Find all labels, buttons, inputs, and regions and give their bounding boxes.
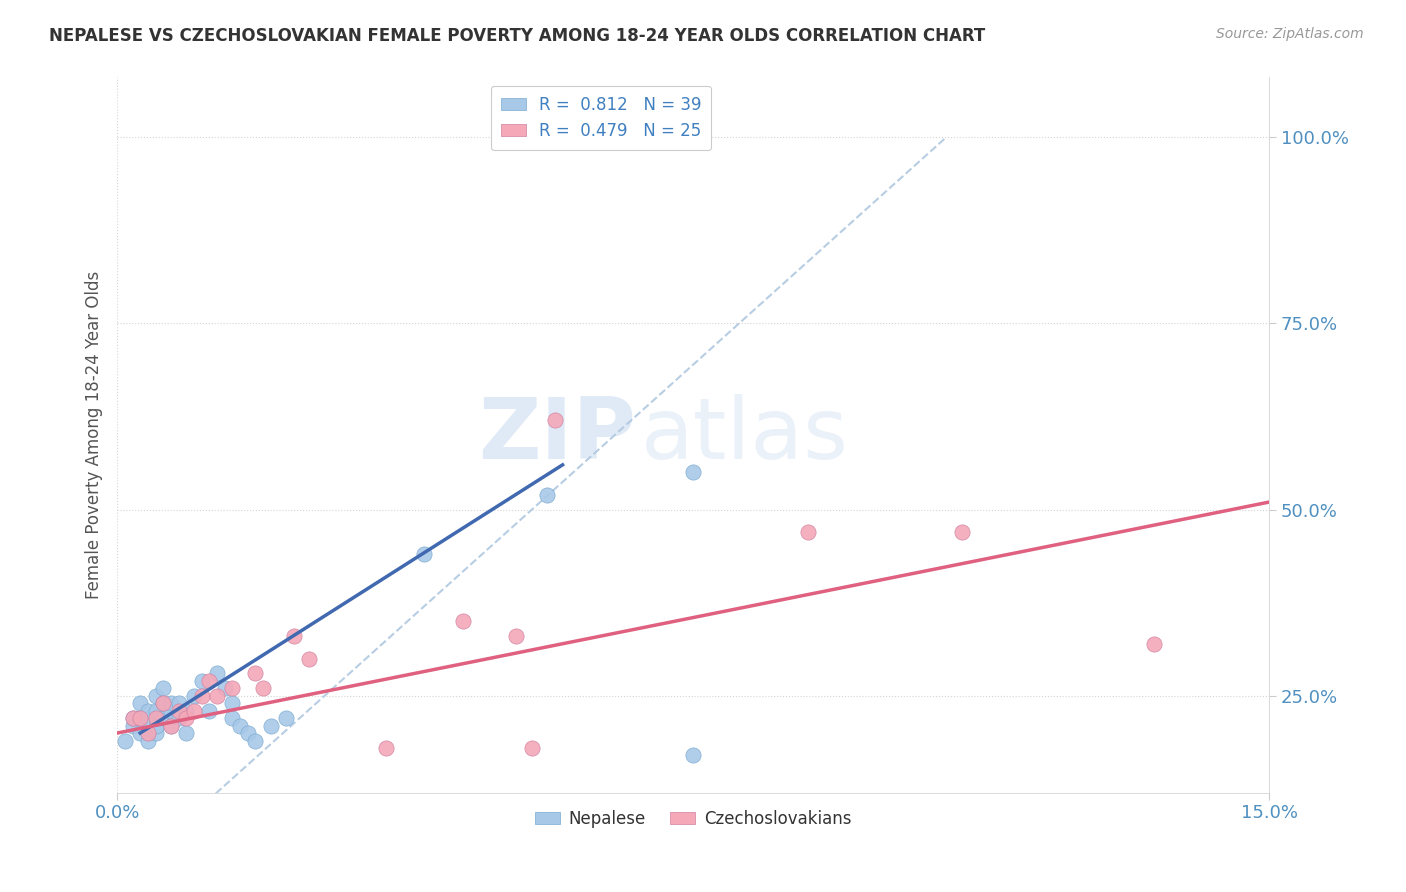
Point <box>190 673 212 688</box>
Point <box>160 718 183 732</box>
Point <box>245 733 267 747</box>
Point <box>544 413 567 427</box>
Text: Source: ZipAtlas.com: Source: ZipAtlas.com <box>1216 27 1364 41</box>
Point <box>190 689 212 703</box>
Point <box>121 718 143 732</box>
Point <box>205 666 228 681</box>
Point <box>145 689 167 703</box>
Point <box>176 704 198 718</box>
Point <box>160 718 183 732</box>
Point <box>205 689 228 703</box>
Text: atlas: atlas <box>641 393 849 476</box>
Point <box>236 726 259 740</box>
Point <box>167 696 190 710</box>
Point <box>136 726 159 740</box>
Point <box>260 718 283 732</box>
Point <box>375 741 398 756</box>
Point <box>451 615 474 629</box>
Point <box>221 681 243 696</box>
Point <box>1143 637 1166 651</box>
Point <box>682 465 704 479</box>
Point <box>121 711 143 725</box>
Point <box>145 718 167 732</box>
Point <box>167 704 190 718</box>
Point <box>183 689 205 703</box>
Point <box>198 673 221 688</box>
Point <box>152 696 174 710</box>
Point <box>229 718 252 732</box>
Point <box>536 488 558 502</box>
Point <box>114 733 136 747</box>
Point <box>145 726 167 740</box>
Point <box>160 696 183 710</box>
Point <box>221 696 243 710</box>
Point <box>520 741 543 756</box>
Point <box>797 524 820 539</box>
Point <box>198 704 221 718</box>
Point <box>505 629 527 643</box>
Point <box>245 666 267 681</box>
Point <box>167 711 190 725</box>
Point <box>298 651 321 665</box>
Point <box>276 711 298 725</box>
Point <box>176 711 198 725</box>
Point <box>145 704 167 718</box>
Point <box>129 696 152 710</box>
Text: NEPALESE VS CZECHOSLOVAKIAN FEMALE POVERTY AMONG 18-24 YEAR OLDS CORRELATION CHA: NEPALESE VS CZECHOSLOVAKIAN FEMALE POVER… <box>49 27 986 45</box>
Y-axis label: Female Poverty Among 18-24 Year Olds: Female Poverty Among 18-24 Year Olds <box>86 271 103 599</box>
Point <box>136 704 159 718</box>
Point <box>221 711 243 725</box>
Point <box>152 681 174 696</box>
Point <box>136 711 159 725</box>
Point <box>152 696 174 710</box>
Point <box>252 681 274 696</box>
Point <box>129 711 152 725</box>
Point <box>283 629 305 643</box>
Legend: Nepalese, Czechoslovakians: Nepalese, Czechoslovakians <box>529 803 858 834</box>
Point <box>183 704 205 718</box>
Point <box>129 711 152 725</box>
Point <box>129 726 152 740</box>
Point <box>152 711 174 725</box>
Text: ZIP: ZIP <box>478 393 636 476</box>
Point <box>121 711 143 725</box>
Point <box>214 681 236 696</box>
Point <box>682 748 704 763</box>
Point <box>176 726 198 740</box>
Point <box>136 733 159 747</box>
Point <box>160 704 183 718</box>
Point <box>950 524 973 539</box>
Point <box>145 711 167 725</box>
Point <box>413 547 436 561</box>
